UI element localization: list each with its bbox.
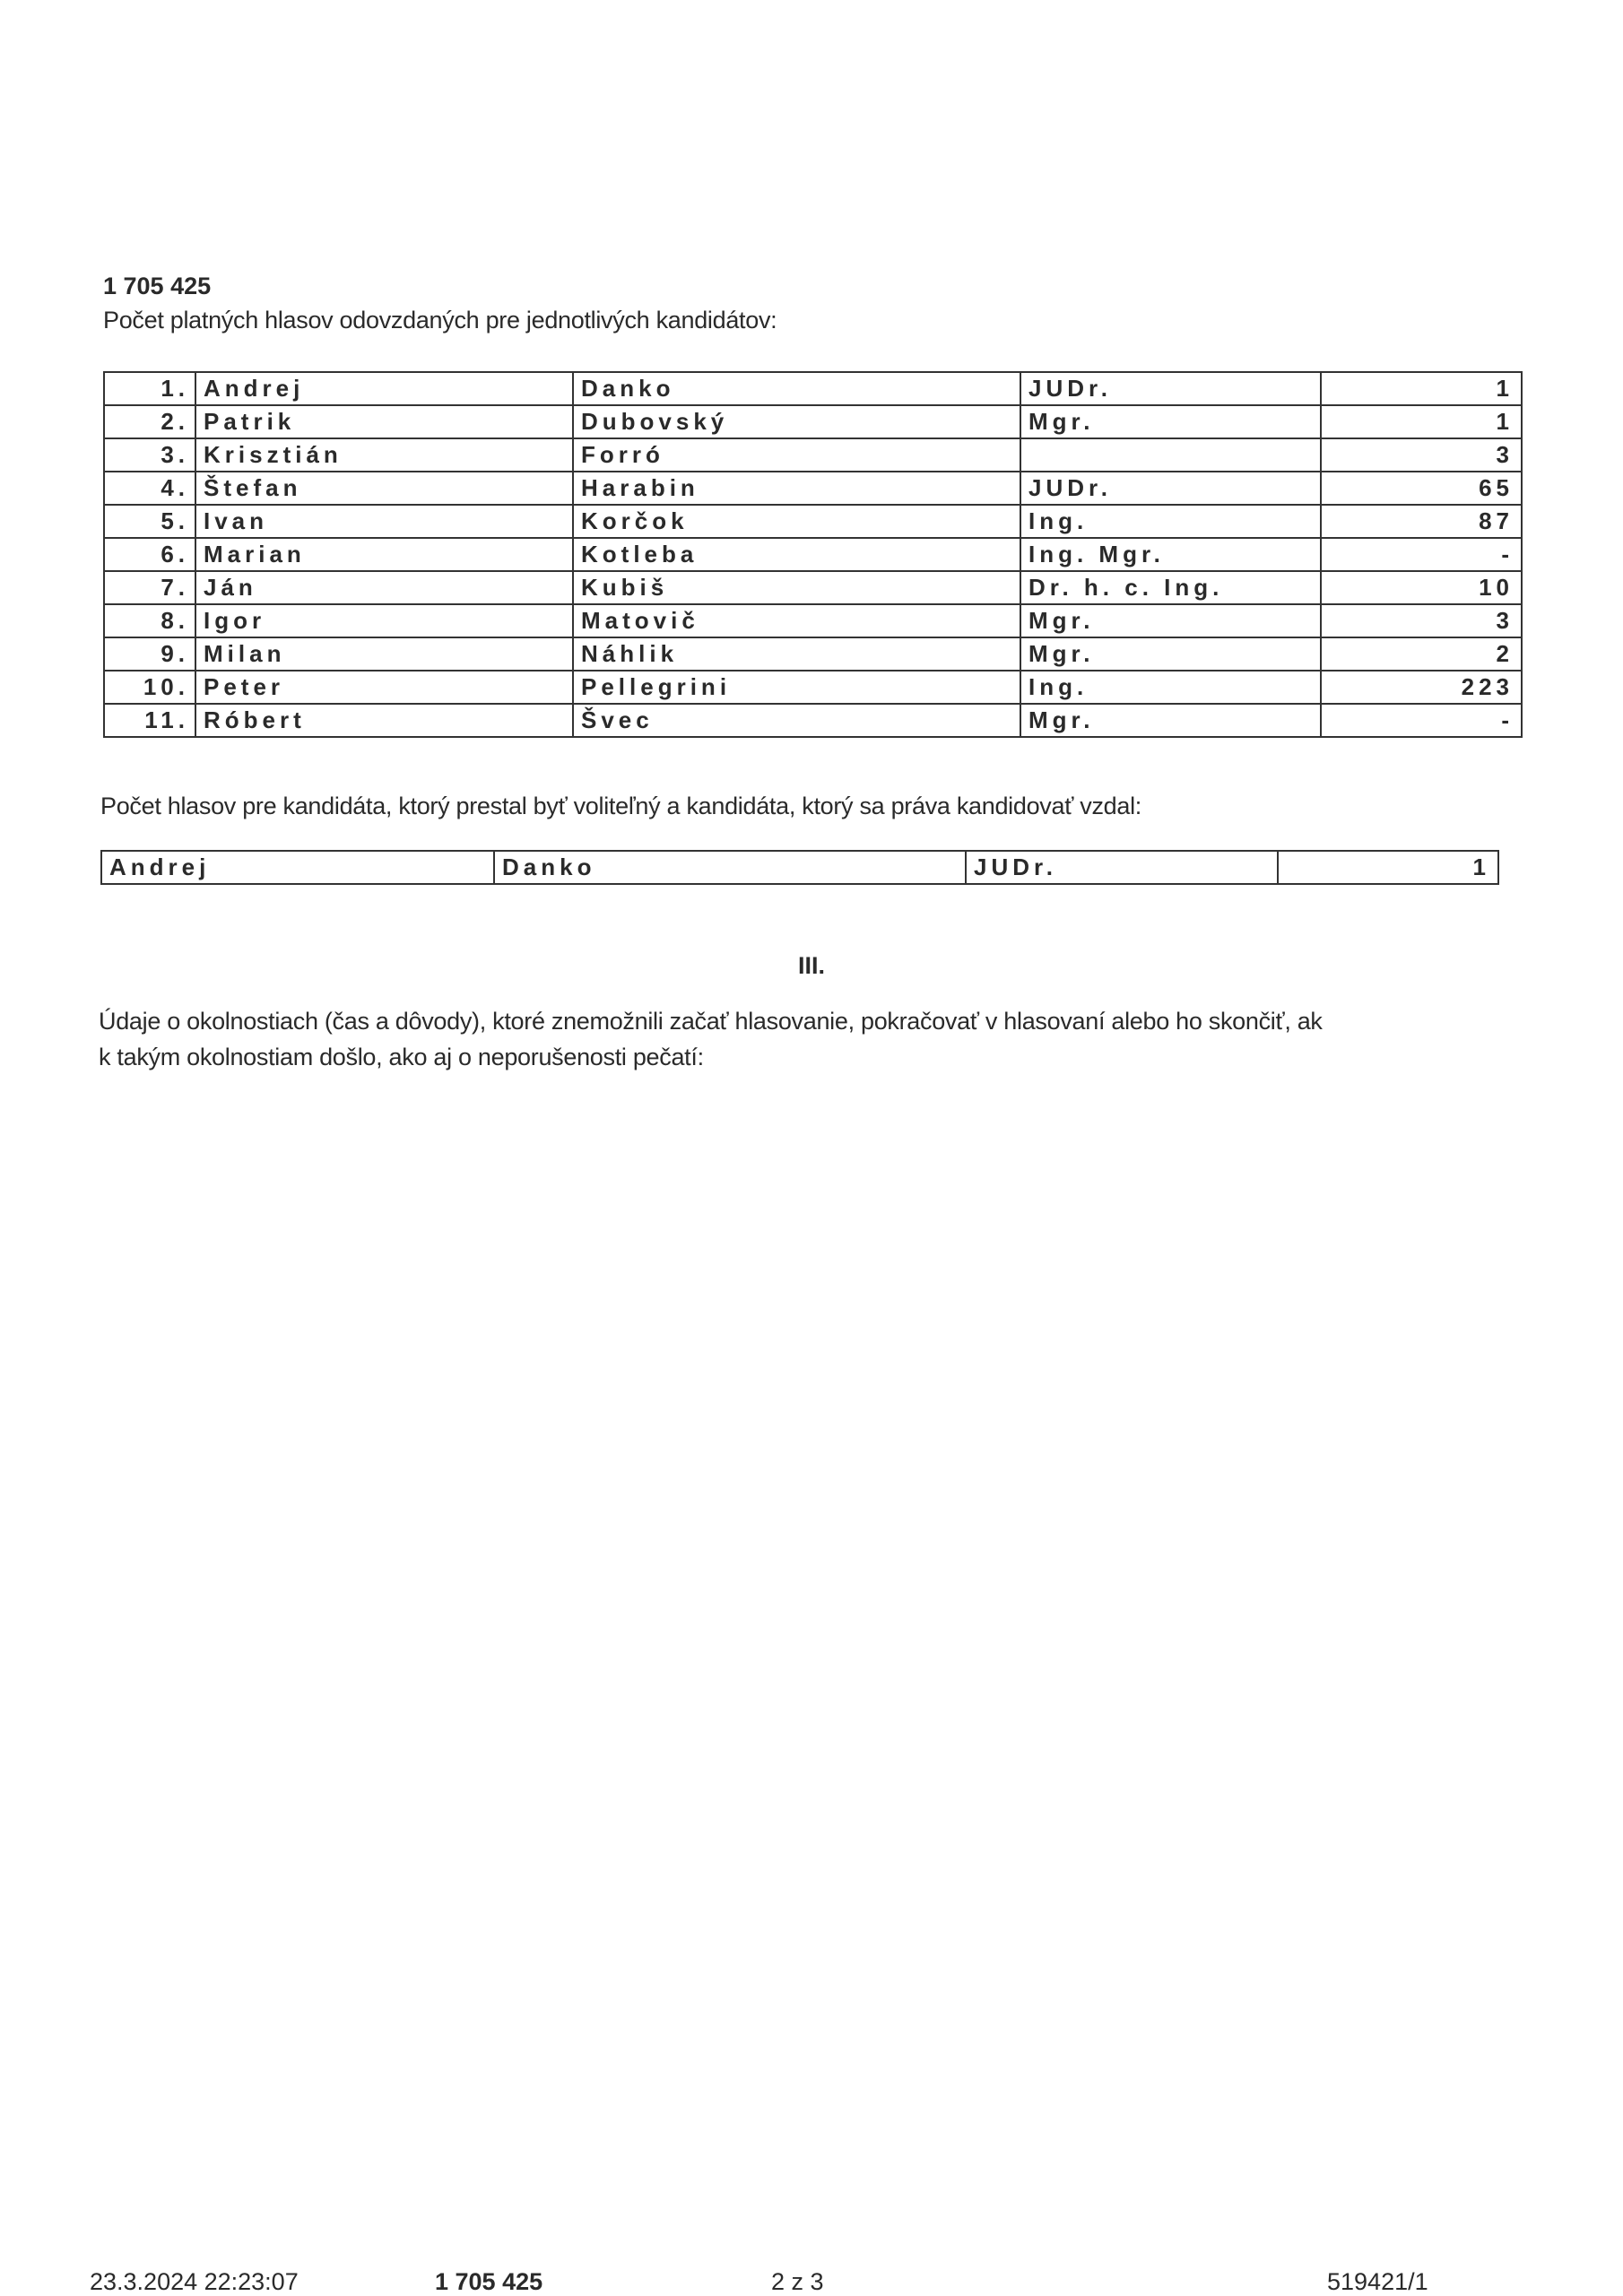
circumstances-line-1: Údaje o okolnostiach (čas a dôvody), kto… [99,1008,1323,1035]
footer-doc-id: 1 705 425 [435,2268,543,2295]
candidate-number: 8. [103,603,196,638]
candidate-number: 5. [103,504,196,539]
academic-title: Mgr. [1020,703,1322,738]
first-name: Štefan [195,471,574,506]
table-row: 7. Ján Kubiš Dr. h. c. Ing. 10 [103,570,1523,605]
last-name: Matovič [572,603,1021,638]
academic-title [1020,438,1322,472]
table-row: 5. Ivan Korčok Ing. 87 [103,504,1523,539]
votes: 65 [1320,471,1523,506]
first-name: Krisztián [195,438,574,472]
candidates-table: 1. Andrej Danko JUDr. 1 2. Patrik Dubovský Mgr. 1… [103,371,1523,738]
candidate-number: 2. [103,404,196,439]
first-name: Andrej [195,371,574,406]
last-name: Náhlik [572,637,1021,671]
table-row: 3. Krisztián Forró 3 [103,438,1523,472]
table-row: 1. Andrej Danko JUDr. 1 [103,371,1523,406]
withdrawn-heading: Počet hlasov pre kandidáta, ktorý presta… [100,793,1141,819]
votes: 1 [1320,371,1523,406]
first-name: Róbert [195,703,574,738]
candidate-number: 7. [103,570,196,605]
votes: 223 [1320,670,1523,705]
votes: 3 [1320,438,1523,472]
last-name: Korčok [572,504,1021,539]
first-name: Ivan [195,504,574,539]
table-row: 11. Róbert Švec Mgr. - [103,703,1523,738]
candidate-number: 4. [103,471,196,506]
academic-title: Mgr. [1020,603,1322,638]
votes: - [1320,537,1523,572]
academic-title: Ing. [1020,504,1322,539]
first-name: Ján [195,570,574,605]
academic-title: JUDr. [965,850,1279,885]
table-row: Andrej Danko JUDr. 1 [100,850,1499,885]
last-name: Kotleba [572,537,1021,572]
candidate-number: 1. [103,371,196,406]
document-id: 1 705 425 [103,273,212,299]
table-row: 4. Štefan Harabin JUDr. 65 [103,471,1523,506]
last-name: Forró [572,438,1021,472]
academic-title: JUDr. [1020,371,1322,406]
votes: 10 [1320,570,1523,605]
votes: - [1320,703,1523,738]
first-name: Andrej [100,850,495,885]
last-name: Kubiš [572,570,1021,605]
candidate-number: 10. [103,670,196,705]
table-row: 9. Milan Náhlik Mgr. 2 [103,637,1523,671]
first-name: Patrik [195,404,574,439]
first-name: Igor [195,603,574,638]
last-name: Harabin [572,471,1021,506]
votes: 1 [1277,850,1499,885]
first-name: Marian [195,537,574,572]
academic-title: Mgr. [1020,404,1322,439]
section-number: III. [797,952,825,979]
votes: 87 [1320,504,1523,539]
first-name: Milan [195,637,574,671]
candidate-number: 6. [103,537,196,572]
footer-page: 2 z 3 [771,2268,824,2295]
circumstances-line-2: k takým okolnostiam došlo, ako aj o nepo… [99,1044,704,1070]
academic-title: Ing. [1020,670,1322,705]
academic-title: JUDr. [1020,471,1322,506]
votes: 3 [1320,603,1523,638]
last-name: Dubovský [572,404,1021,439]
candidates-heading: Počet platných hlasov odovzdaných pre je… [103,307,777,334]
footer-datetime: 23.3.2024 22:23:07 [90,2268,299,2295]
last-name: Pellegrini [572,670,1021,705]
candidate-number: 11. [103,703,196,738]
last-name: Danko [572,371,1021,406]
last-name: Danko [493,850,967,885]
candidate-number: 9. [103,637,196,671]
academic-title: Mgr. [1020,637,1322,671]
votes: 1 [1320,404,1523,439]
table-row: 6. Marian Kotleba Ing. Mgr. - [103,537,1523,572]
table-row: 8. Igor Matovič Mgr. 3 [103,603,1523,638]
votes: 2 [1320,637,1523,671]
academic-title: Ing. Mgr. [1020,537,1322,572]
last-name: Švec [572,703,1021,738]
table-row: 10. Peter Pellegrini Ing. 223 [103,670,1523,705]
academic-title: Dr. h. c. Ing. [1020,570,1322,605]
first-name: Peter [195,670,574,705]
candidate-number: 3. [103,438,196,472]
table-row: 2. Patrik Dubovský Mgr. 1 [103,404,1523,439]
withdrawn-table: Andrej Danko JUDr. 1 [100,850,1499,885]
footer-ref: 519421/1 [1327,2268,1428,2295]
